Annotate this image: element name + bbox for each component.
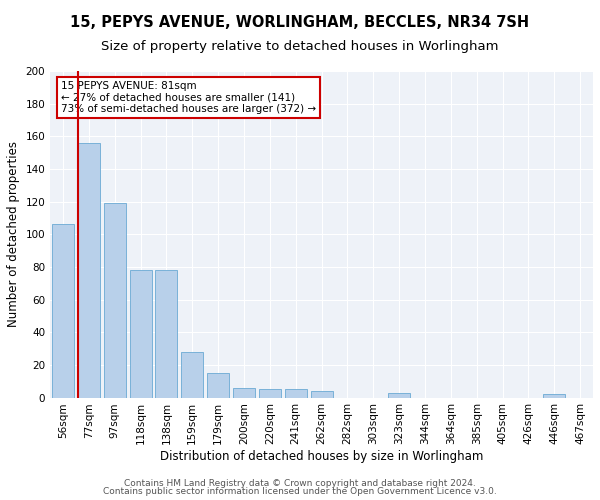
Bar: [285, 390, 307, 398]
Bar: [388, 392, 410, 398]
Bar: [259, 390, 281, 398]
Text: Size of property relative to detached houses in Worlingham: Size of property relative to detached ho…: [101, 40, 499, 53]
X-axis label: Distribution of detached houses by size in Worlingham: Distribution of detached houses by size …: [160, 450, 483, 463]
Bar: [543, 394, 565, 398]
Bar: [311, 391, 332, 398]
Text: 15 PEPYS AVENUE: 81sqm
← 27% of detached houses are smaller (141)
73% of semi-de: 15 PEPYS AVENUE: 81sqm ← 27% of detached…: [61, 80, 316, 114]
Text: Contains HM Land Registry data © Crown copyright and database right 2024.: Contains HM Land Registry data © Crown c…: [124, 478, 476, 488]
Bar: [52, 224, 74, 398]
Text: 15, PEPYS AVENUE, WORLINGHAM, BECCLES, NR34 7SH: 15, PEPYS AVENUE, WORLINGHAM, BECCLES, N…: [70, 15, 530, 30]
Bar: [181, 352, 203, 398]
Bar: [104, 203, 126, 398]
Bar: [233, 388, 255, 398]
Bar: [78, 143, 100, 398]
Bar: [130, 270, 152, 398]
Y-axis label: Number of detached properties: Number of detached properties: [7, 141, 20, 327]
Bar: [207, 373, 229, 398]
Text: Contains public sector information licensed under the Open Government Licence v3: Contains public sector information licen…: [103, 487, 497, 496]
Bar: [155, 270, 178, 398]
